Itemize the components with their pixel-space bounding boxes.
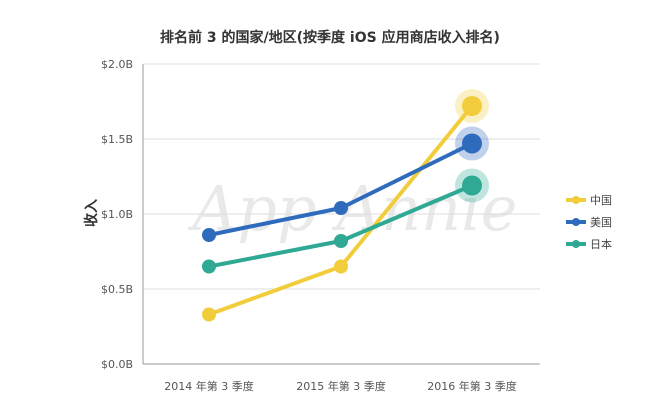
data-point	[462, 133, 482, 154]
y-tick-label: $0.0B	[101, 358, 133, 371]
y-ticks: $0.0B $0.5B $1.0B $1.5B $2.0B	[101, 58, 133, 371]
x-tick-label: 2014 年第 3 季度	[164, 379, 253, 393]
legend-swatch-dot	[572, 218, 580, 226]
y-axis-label: 收入	[83, 199, 100, 227]
series-中国	[202, 89, 489, 322]
y-tick-label: $1.5B	[101, 133, 133, 146]
series-美国	[202, 126, 489, 242]
y-tick-label: $0.5B	[101, 283, 133, 296]
data-point	[334, 259, 348, 274]
legend-item: 日本	[566, 237, 612, 251]
series-group	[202, 89, 489, 322]
y-tick-label: $2.0B	[101, 58, 133, 71]
data-point	[334, 201, 348, 215]
data-point	[334, 234, 348, 248]
y-tick-label: $1.0B	[101, 208, 133, 221]
chart-title: 排名前 3 的国家/地区(按季度 iOS 应用商店收入排名)	[160, 29, 500, 46]
legend-label: 日本	[590, 237, 612, 251]
x-tick-label: 2016 年第 3 季度	[427, 379, 516, 393]
legend-label: 中国	[590, 194, 612, 207]
data-point	[202, 259, 216, 274]
legend-swatch-dot	[572, 240, 580, 248]
x-tick-label: 2015 年第 3 季度	[296, 379, 385, 393]
data-point	[462, 96, 482, 116]
legend-item: 美国	[566, 216, 612, 229]
legend-item: 中国	[566, 194, 612, 207]
data-point	[202, 307, 216, 322]
series-日本	[202, 168, 489, 274]
legend-label: 美国	[590, 216, 612, 229]
data-point	[202, 228, 216, 242]
legend-swatch-dot	[572, 196, 580, 204]
data-point	[462, 175, 482, 196]
x-ticks: 2014 年第 3 季度 2015 年第 3 季度 2016 年第 3 季度	[164, 379, 516, 393]
